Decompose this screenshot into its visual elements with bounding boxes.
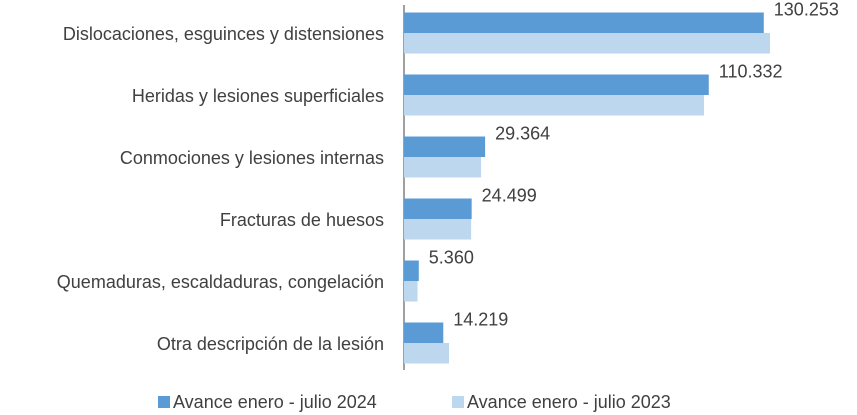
value-label: 110.332 [719,61,783,81]
category-label: Quemaduras, escaldaduras, congelación [57,272,384,292]
category-label: Conmociones y lesiones internas [120,148,384,168]
bar [404,322,444,343]
legend-swatch [452,396,464,408]
legend-label: Avance enero - julio 2024 [173,392,377,412]
category-label: Heridas y lesiones superficiales [132,86,384,106]
value-label: 24.499 [482,185,537,205]
value-label: 29.364 [495,123,550,143]
category-label: Otra descripción de la lesión [157,334,384,354]
bar [404,198,472,219]
bar [404,74,709,95]
legend-label: Avance enero - julio 2023 [467,392,671,412]
bar [404,33,770,54]
bar [404,343,450,364]
bar [404,219,472,240]
bar [404,281,418,302]
value-label: 5.360 [429,247,474,267]
bar [404,157,482,178]
category-label: Fracturas de huesos [220,210,384,230]
legend-swatch [158,396,170,408]
value-label: 130.253 [774,0,839,19]
bar [404,12,764,33]
category-label: Dislocaciones, esguinces y distensiones [63,24,384,44]
bar [404,260,419,281]
bar [404,136,486,157]
value-label: 14.219 [453,309,508,329]
bar [404,95,704,116]
